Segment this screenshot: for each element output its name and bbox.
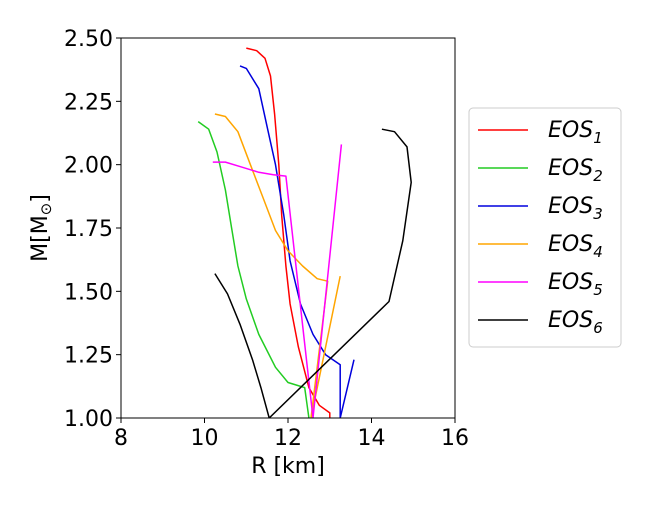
y-tick-label: 1.00: [64, 407, 113, 432]
y-tick-label: 1.25: [64, 344, 113, 369]
series-line-eos-1: [246, 47, 331, 418]
legend-label-main: EOS: [548, 194, 593, 219]
legend-label-main: EOS: [548, 118, 593, 143]
legend-label-main: EOS: [548, 270, 593, 295]
axis-ticks: 8 10 12 14 16 1.00 1.25 1.50 1.75 2.00 2.25 2.50: [64, 27, 469, 451]
x-tick-label: 10: [191, 426, 219, 451]
y-tick-label: 2.00: [64, 154, 113, 179]
legend-label-subscript: 6: [593, 319, 603, 337]
legend-label-subscript: 5: [593, 281, 603, 299]
legend-label-main: EOS: [548, 308, 593, 333]
legend-label-subscript: 3: [593, 205, 603, 223]
legend-label-eos-4: EOS4: [548, 232, 603, 261]
legend-label-eos-3: EOS3: [548, 194, 603, 223]
y-tick-label: 2.50: [64, 27, 113, 52]
legend-label-eos-5: EOS5: [548, 270, 603, 299]
series-lines: [197, 47, 412, 418]
x-tick-label: 16: [441, 426, 469, 451]
series-line-eos-4: [214, 113, 341, 418]
legend-label-main: EOS: [548, 232, 593, 257]
x-tick-label: 14: [358, 426, 386, 451]
y-axis-label-sun-symbol: ⊙: [37, 203, 55, 216]
legend-label-subscript: 1: [593, 129, 603, 147]
y-tick-label: 1.75: [64, 217, 113, 242]
y-axis-label-close: ]: [28, 194, 53, 203]
legend-label-eos-2: EOS2: [548, 156, 603, 185]
legend-label-subscript: 4: [593, 243, 603, 261]
x-tick-label: 12: [274, 426, 302, 451]
y-tick-label: 1.50: [64, 280, 113, 305]
legend-label-subscript: 2: [593, 167, 603, 185]
legend-label-eos-6: EOS6: [548, 308, 603, 337]
series-line-eos-3: [239, 65, 355, 418]
y-tick-label: 2.25: [64, 90, 113, 115]
series-line-eos-6: [214, 128, 412, 418]
x-tick-label: 8: [114, 426, 128, 451]
y-axis-label-group: M[M⊙]: [28, 194, 55, 262]
y-axis-label-main: M[M: [28, 215, 53, 262]
y-axis-label: M[M⊙]: [28, 194, 55, 262]
series-line-eos-2: [197, 120, 310, 418]
x-axis-label: R [km]: [251, 454, 325, 479]
series-line-eos-5: [212, 144, 343, 418]
legend-label-main: EOS: [548, 156, 593, 181]
legend-label-eos-1: EOS1: [548, 118, 603, 147]
